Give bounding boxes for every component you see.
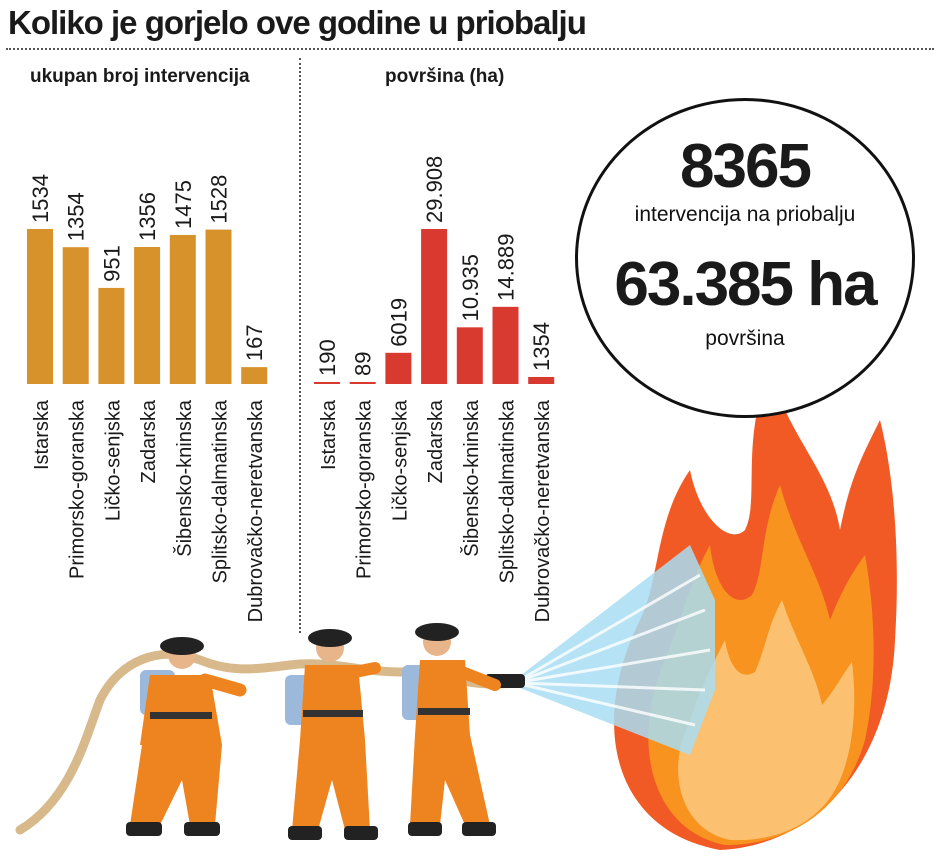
area-value-label: 190	[315, 339, 340, 376]
interventions-bar	[241, 367, 268, 384]
chart-title-interventions: ukupan broj intervencija	[30, 66, 250, 87]
interventions-bar	[98, 287, 125, 384]
firefighter-icon	[126, 637, 247, 836]
interventions-value-label: 1528	[207, 175, 232, 224]
interventions-value-label: 1356	[135, 192, 160, 241]
area-bar-chart: 190 Istarska 89 Primorsko-goranska 6019 Ličko…	[314, 156, 555, 622]
interventions-bar-chart: 1534 Istarska 1354 Primorsko-goranska 951 Lič…	[27, 174, 268, 622]
area-bar	[385, 352, 412, 384]
area-bar	[421, 229, 448, 384]
area-bar	[528, 376, 555, 384]
summary-circle: 8365 intervencija na priobalju 63.385 ha…	[575, 98, 915, 418]
interventions-value-label: 1475	[171, 180, 196, 229]
title-divider	[6, 48, 934, 50]
chart-divider	[299, 58, 301, 633]
interventions-total-label: intervencija na priobalju	[634, 203, 856, 226]
firefighter-icon	[402, 623, 501, 836]
area-total-label: površina	[705, 327, 785, 350]
area-value-label: 6019	[386, 298, 411, 347]
interventions-category-label: Primorsko-goranska	[67, 399, 89, 579]
interventions-value-label: 1534	[28, 174, 53, 223]
page-title: Koliko je gorjelo ove godine u priobalju	[8, 4, 587, 41]
area-category-label: Ličko-senjska	[389, 399, 411, 521]
chart-title-area: površina (ha)	[385, 66, 505, 87]
interventions-bar	[169, 234, 196, 384]
water-spray-icon	[519, 545, 715, 755]
area-category-label: Zadarska	[425, 399, 447, 483]
interventions-bar	[27, 229, 53, 384]
interventions-category-label: Splitsko-dalmatinska	[210, 399, 232, 583]
area-value-label: 1354	[529, 322, 554, 371]
area-bar	[349, 382, 376, 384]
interventions-category-label: Istarska	[31, 399, 53, 470]
area-category-label: Šibensko-kninska	[460, 399, 483, 557]
area-bar	[492, 306, 519, 384]
interventions-value-label: 167	[242, 324, 267, 361]
interventions-bar	[62, 247, 89, 384]
interventions-total: 8365	[680, 132, 812, 201]
area-category-label: Istarska	[318, 399, 340, 470]
interventions-value-label: 951	[99, 245, 124, 282]
interventions-category-label: Zadarska	[138, 399, 160, 483]
area-bar	[314, 382, 340, 384]
interventions-category-label: Ličko-senjska	[102, 399, 124, 521]
area-value-label: 89	[351, 352, 376, 376]
area-bar	[456, 327, 483, 384]
interventions-bar	[134, 246, 161, 384]
interventions-bar	[205, 229, 232, 384]
interventions-category-label: Dubrovačko-neretvanska	[245, 399, 267, 622]
area-category-label: Splitsko-dalmatinska	[497, 399, 519, 583]
firefighter-icon	[285, 629, 381, 840]
interventions-value-label: 1354	[64, 192, 89, 241]
area-category-label: Primorsko-goranska	[354, 399, 376, 579]
area-value-label: 29.908	[422, 156, 447, 223]
area-total: 63.385 ha	[614, 250, 877, 319]
area-value-label: 10.935	[458, 254, 483, 321]
area-value-label: 14.889	[494, 234, 519, 301]
area-category-label: Dubrovačko-neretvanska	[532, 399, 554, 622]
interventions-category-label: Šibensko-kninska	[173, 399, 196, 557]
